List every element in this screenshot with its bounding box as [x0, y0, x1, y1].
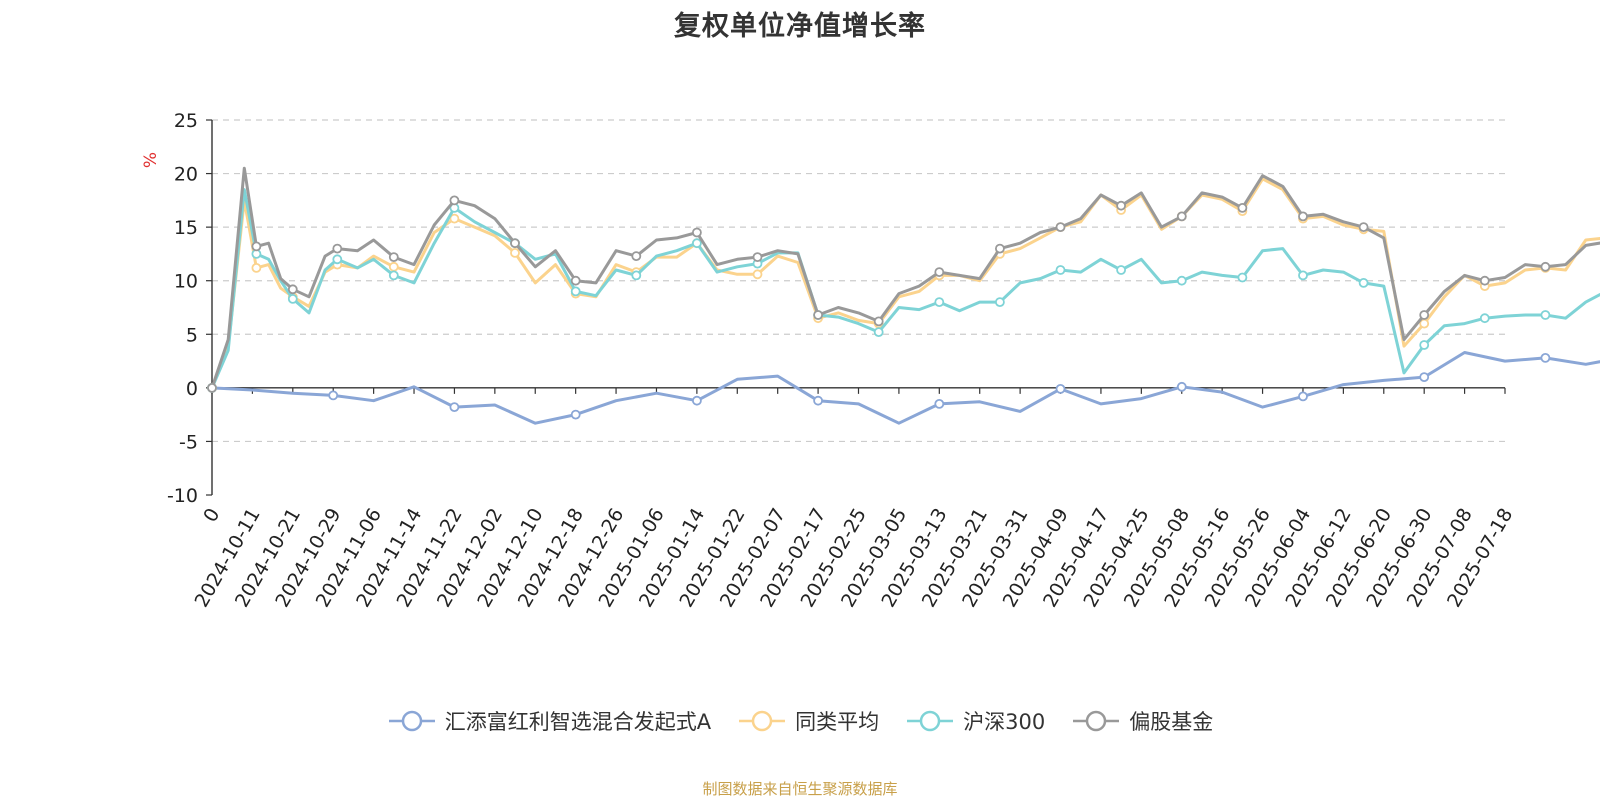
data-point [934, 297, 945, 308]
data-point [873, 316, 884, 327]
data-point [1055, 265, 1066, 275]
legend-label: 同类平均 [795, 710, 880, 734]
data-point [1540, 261, 1551, 272]
y-axis-label: % [141, 152, 161, 168]
data-point [1419, 372, 1430, 383]
y-tick-label: -5 [179, 431, 198, 453]
data-point [251, 241, 262, 252]
data-point [1237, 272, 1248, 283]
chart-title: 复权单位净值增长率 [674, 11, 926, 42]
data-point [570, 409, 581, 420]
data-point [1479, 275, 1490, 286]
data-point [631, 270, 642, 281]
series-line [210, 188, 1600, 389]
data-point [631, 251, 642, 262]
legend: 汇添富红利智选混合发起式A 同类平均 沪深300 偏股基金 [0, 706, 1600, 736]
data-point [510, 238, 520, 249]
axes [206, 119, 1506, 496]
data-point [752, 252, 763, 263]
data-point [1298, 211, 1308, 222]
data-point [388, 261, 399, 272]
series-line [210, 177, 1600, 389]
data-point [251, 262, 262, 273]
series-3 [207, 166, 1600, 393]
y-tick-label: 15 [174, 217, 198, 239]
legend-item[interactable]: 汇添富红利智选混合发起式A [387, 706, 711, 736]
line-chart: 2520151050-5-10%02024-10-112024-10-21202… [141, 110, 1600, 611]
data-point [328, 390, 339, 401]
data-point [1176, 381, 1187, 392]
data-point [1298, 270, 1308, 281]
data-point [692, 238, 702, 249]
data-point [1419, 310, 1430, 320]
y-tick-label: 20 [174, 164, 198, 186]
data-point [1116, 200, 1126, 211]
y-tick-label: 10 [174, 271, 198, 293]
data-point [287, 293, 298, 304]
data-point [570, 286, 581, 297]
legend-marker-icon [1073, 710, 1120, 732]
data-point [1116, 265, 1126, 275]
data-point [1237, 202, 1248, 213]
y-tick-label: 25 [174, 110, 198, 132]
data-point [1055, 383, 1066, 394]
y-tick-label: -10 [167, 485, 198, 507]
data-point [1176, 275, 1187, 286]
tick-labels: 2520151050-5-10%02024-10-112024-10-21202… [141, 110, 1517, 611]
data-point [692, 227, 702, 238]
data-point [207, 382, 217, 393]
data-point [995, 243, 1005, 254]
legend-label: 沪深300 [963, 710, 1046, 734]
legend-item[interactable]: 同类平均 [737, 706, 879, 736]
legend-marker-icon [388, 710, 435, 732]
data-point [332, 243, 343, 254]
legend-marker-icon [907, 710, 954, 732]
legend-marker-icon [739, 710, 786, 732]
legend-label: 汇添富红利智选混合发起式A [444, 710, 712, 734]
data-point [449, 195, 460, 206]
y-tick-label: 5 [186, 324, 198, 346]
source-note: 制图数据来自恒生聚源数据库 [702, 780, 898, 798]
series-0 [207, 351, 1600, 425]
legend-item[interactable]: 偏股基金 [1071, 706, 1213, 736]
data-point [752, 269, 763, 280]
data-point [1358, 277, 1369, 288]
legend-item[interactable]: 沪深300 [905, 706, 1045, 736]
data-point [449, 213, 460, 224]
data-point [1479, 313, 1490, 324]
y-tick-label: 0 [186, 378, 198, 400]
data-point [388, 252, 399, 263]
data-point [692, 395, 702, 406]
data-point [995, 297, 1005, 308]
data-point [510, 247, 520, 258]
data-point [1419, 318, 1430, 329]
data-point [934, 267, 945, 278]
data-point [813, 395, 823, 406]
data-point [332, 254, 343, 265]
data-point [1298, 391, 1308, 402]
data-point [934, 398, 945, 409]
data-point [1055, 222, 1066, 233]
series-line [210, 166, 1600, 389]
series-lines [207, 166, 1600, 425]
data-point [287, 284, 298, 295]
data-point [1176, 211, 1187, 222]
data-point [570, 275, 581, 286]
data-point [1540, 310, 1551, 320]
data-point [813, 310, 823, 320]
data-point [388, 270, 399, 281]
data-point [1540, 352, 1551, 363]
data-point [449, 402, 460, 413]
data-point [873, 327, 884, 338]
series-line [211, 351, 1600, 425]
data-point [1358, 222, 1369, 233]
series-1 [207, 177, 1600, 393]
legend-label: 偏股基金 [1129, 710, 1214, 734]
x-tick-label: 0 [199, 505, 224, 526]
data-point [1419, 340, 1430, 350]
